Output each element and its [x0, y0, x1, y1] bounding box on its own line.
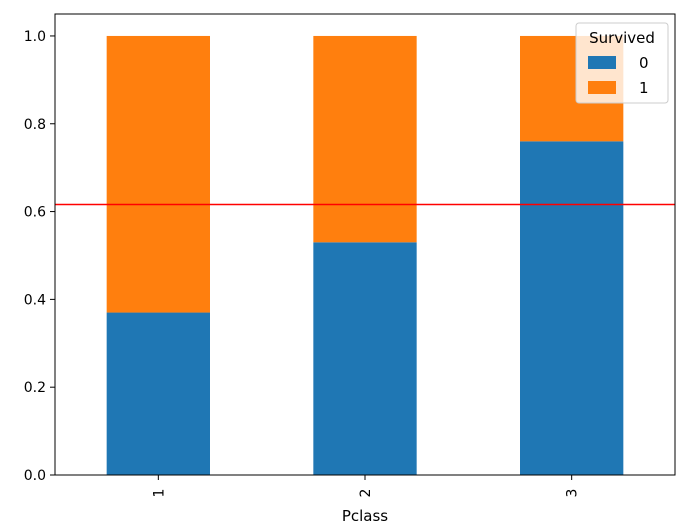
- x-tick-label: 1: [151, 489, 167, 498]
- x-axis: 1 2 3: [151, 475, 581, 498]
- bar-cat1-series0: [106, 312, 210, 475]
- legend: Survived 01: [575, 22, 669, 104]
- legend-label-0: 0: [639, 54, 649, 72]
- y-tick-label: 0.2: [24, 380, 46, 396]
- bar-cat3-series0: [520, 141, 624, 476]
- legend-items: 01: [588, 54, 649, 97]
- legend-swatch-1: [588, 81, 616, 94]
- legend-title: Survived: [589, 29, 655, 47]
- y-tick-label: 0.6: [24, 205, 46, 221]
- y-tick-label: 0.8: [24, 117, 46, 133]
- x-axis-label: Pclass: [342, 507, 388, 525]
- x-tick-label: 3: [565, 489, 581, 498]
- y-axis: 0.0 0.2 0.4 0.6 0.8 1.0: [24, 29, 55, 484]
- y-tick-label: 0.4: [24, 292, 46, 308]
- bar-cat2-series1: [313, 35, 417, 243]
- bars-layer: [106, 35, 624, 476]
- bar-cat2-series0: [313, 242, 417, 475]
- y-tick-label: 0.0: [24, 468, 46, 484]
- y-tick-label: 1.0: [24, 29, 46, 45]
- legend-label-1: 1: [639, 79, 649, 97]
- bar-cat1-series1: [106, 35, 210, 313]
- x-tick-label: 2: [358, 489, 374, 498]
- legend-swatch-0: [588, 56, 616, 69]
